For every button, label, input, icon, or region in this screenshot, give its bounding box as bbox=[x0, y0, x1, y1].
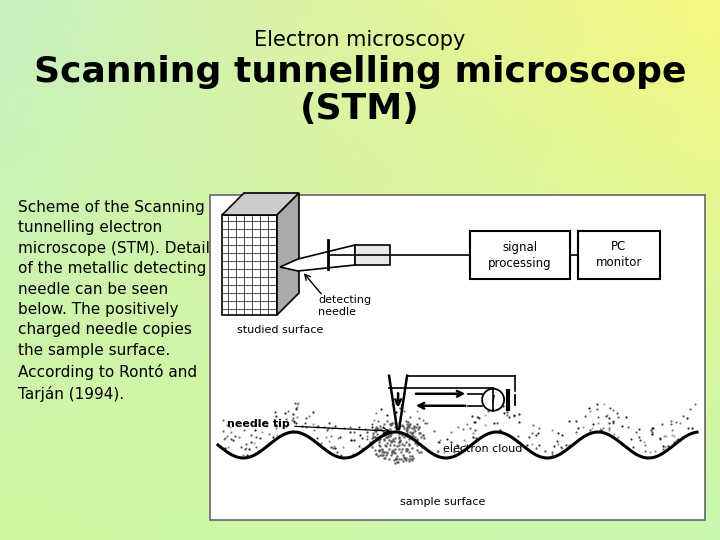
Text: needle tip: needle tip bbox=[228, 419, 290, 429]
Bar bbox=[355, 245, 390, 265]
Text: signal
processing: signal processing bbox=[488, 240, 552, 269]
Text: I: I bbox=[492, 395, 495, 405]
Polygon shape bbox=[222, 215, 277, 315]
Text: detecting
needle: detecting needle bbox=[318, 295, 371, 318]
Polygon shape bbox=[280, 245, 355, 271]
Polygon shape bbox=[222, 193, 299, 215]
Circle shape bbox=[482, 389, 504, 411]
Text: electron cloud: electron cloud bbox=[443, 444, 523, 454]
Text: sample surface: sample surface bbox=[400, 497, 485, 507]
Text: Scanning tunnelling microscope
(STM): Scanning tunnelling microscope (STM) bbox=[34, 55, 686, 126]
Bar bbox=[210, 195, 705, 520]
Bar bbox=[470, 231, 570, 279]
Bar bbox=[578, 231, 660, 279]
Text: PC
monitor: PC monitor bbox=[596, 240, 642, 269]
Polygon shape bbox=[277, 193, 299, 315]
Text: studied surface: studied surface bbox=[237, 325, 323, 335]
Text: Electron microscopy: Electron microscopy bbox=[254, 30, 466, 50]
Text: Scheme of the Scanning
tunnelling electron
microscope (STM). Detail
of the metal: Scheme of the Scanning tunnelling electr… bbox=[18, 200, 210, 402]
